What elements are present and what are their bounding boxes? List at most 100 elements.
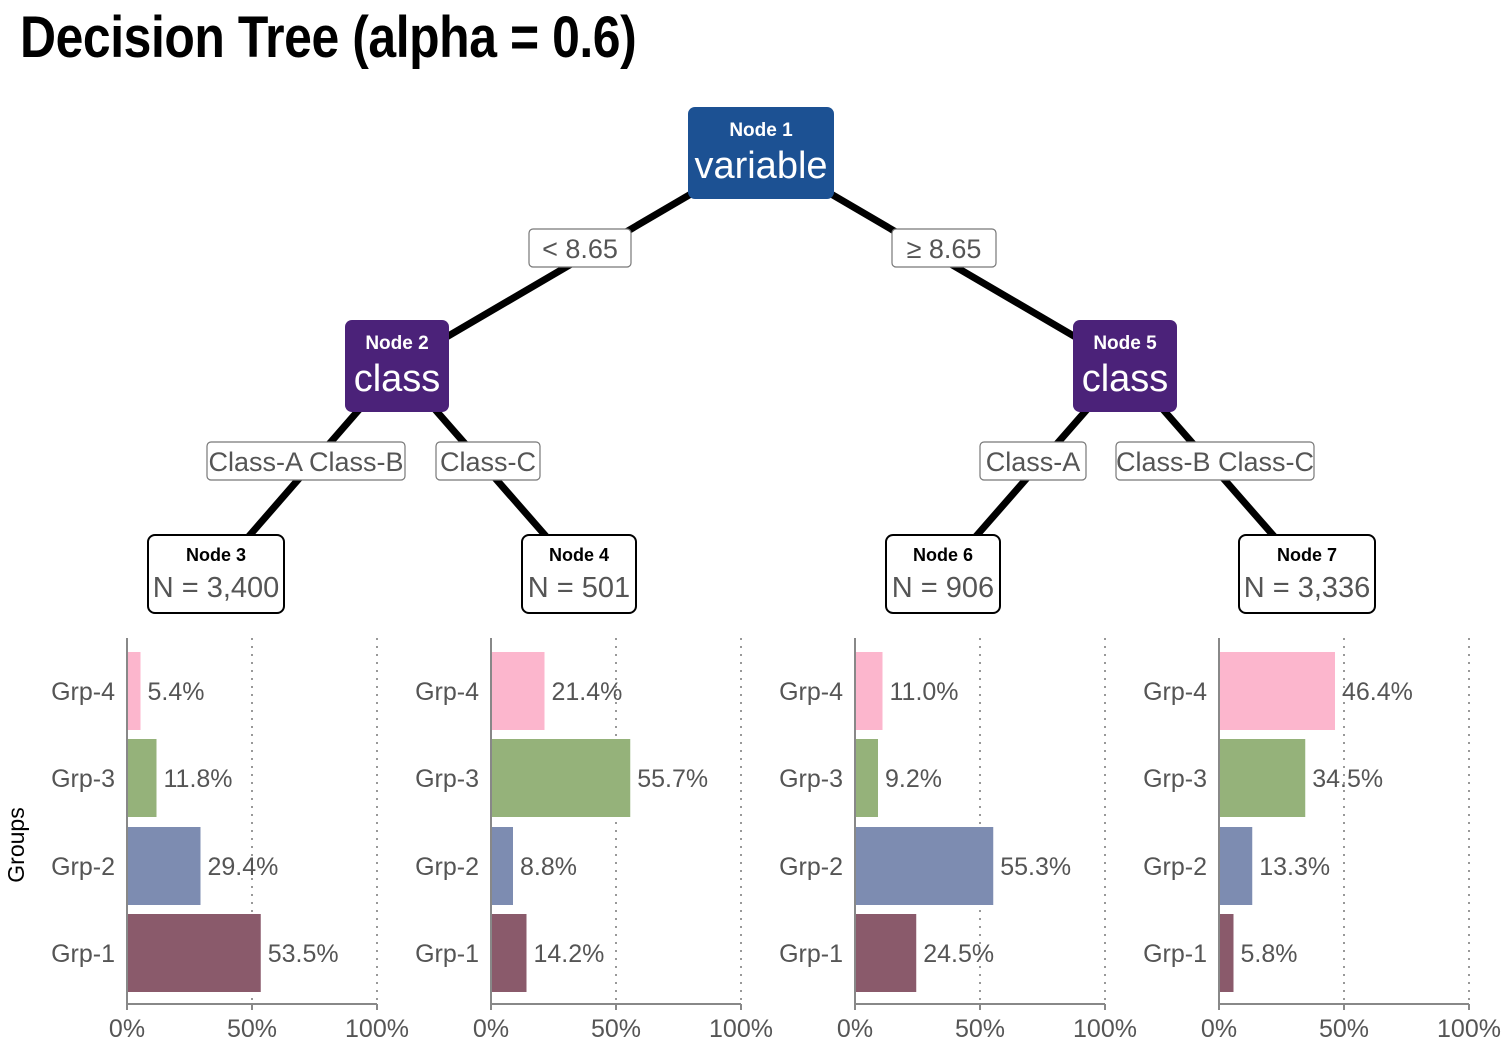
bar — [1219, 914, 1234, 992]
node-box — [1238, 534, 1376, 614]
tree-node-2: Node 2 class — [345, 320, 449, 412]
data-label: 24.5% — [923, 940, 994, 968]
bar — [1219, 739, 1306, 817]
x-tick-label: 100% — [345, 1015, 409, 1043]
node-count: N = 3,400 — [153, 572, 280, 604]
category-tick-label: Grp-4 — [779, 678, 843, 706]
data-label: 53.5% — [268, 940, 339, 968]
category-tick-label: Grp-4 — [51, 678, 115, 706]
x-tick-label: 0% — [837, 1015, 873, 1043]
tree-node-1: Node 1 variable — [688, 107, 834, 199]
x-tick-label: 0% — [473, 1015, 509, 1043]
bar — [855, 652, 883, 730]
bar — [491, 914, 527, 992]
node-count: N = 501 — [528, 572, 630, 604]
y-axis-title: Groups — [3, 807, 29, 882]
node-header: Node 3 — [186, 545, 246, 565]
x-tick-label: 100% — [1437, 1015, 1501, 1043]
edge-label-box — [891, 228, 997, 268]
data-label: 14.2% — [534, 940, 605, 968]
bar — [127, 827, 201, 905]
data-label: 11.0% — [890, 678, 959, 706]
category-tick-label: Grp-2 — [415, 853, 479, 881]
category-tick-label: Grp-3 — [415, 765, 479, 793]
bar — [1219, 827, 1253, 905]
edge-label: Class-C — [435, 441, 541, 481]
edge-label: Class-A — [979, 441, 1087, 481]
x-tick-label: 100% — [709, 1015, 773, 1043]
category-tick-label: Grp-1 — [415, 940, 479, 968]
node-header: Node 5 — [1093, 333, 1157, 354]
edge-label-box — [979, 441, 1087, 481]
x-tick-label: 0% — [109, 1015, 145, 1043]
tree-node-3: Node 3 N = 3,400 — [147, 534, 285, 614]
data-label: 9.2% — [885, 765, 942, 793]
category-tick-label: Grp-3 — [1143, 765, 1207, 793]
edge-label-text: Class-A — [986, 447, 1081, 477]
data-label: 11.8% — [164, 765, 233, 793]
bar — [491, 739, 631, 817]
edge-label-text: Class-C — [440, 447, 536, 477]
x-tick-label: 50% — [227, 1015, 277, 1043]
edge-label: Class-A Class-B — [206, 441, 406, 481]
edge-label-box — [435, 441, 541, 481]
category-tick-label: Grp-3 — [51, 765, 115, 793]
bar — [855, 739, 878, 817]
category-tick-label: Grp-1 — [779, 940, 843, 968]
data-label: 13.3% — [1259, 853, 1330, 881]
data-label: 46.4% — [1342, 678, 1413, 706]
x-tick-label: 50% — [591, 1015, 641, 1043]
node-count: N = 906 — [892, 572, 994, 604]
bar — [127, 739, 157, 817]
edge-label-text: Class-A Class-B — [208, 447, 403, 477]
category-tick-label: Grp-2 — [1143, 853, 1207, 881]
data-label: 55.3% — [1000, 853, 1071, 881]
bar — [491, 652, 545, 730]
category-tick-label: Grp-2 — [779, 853, 843, 881]
category-tick-label: Grp-3 — [779, 765, 843, 793]
node-header: Node 1 — [729, 120, 793, 141]
data-label: 5.8% — [1241, 940, 1298, 968]
edge-label: Class-B Class-C — [1115, 441, 1315, 481]
category-tick-label: Grp-1 — [51, 940, 115, 968]
node-variable: class — [354, 358, 441, 400]
bar-panel-node-6: 11.0% Grp-4 9.2% Grp-3 55.3% Grp-2 24.5% Grp-1 0… — [779, 638, 1137, 1043]
tree-node-5: Node 5 class — [1073, 320, 1177, 412]
edge-label-box — [1115, 441, 1315, 481]
bar — [127, 914, 261, 992]
edge-label-text: < 8.65 — [542, 234, 618, 264]
edge-label-text: ≥ 8.65 — [907, 234, 982, 264]
node-box — [1073, 320, 1177, 412]
edge-label-box — [528, 228, 632, 268]
data-label: 29.4% — [208, 853, 279, 881]
category-tick-label: Grp-1 — [1143, 940, 1207, 968]
edge-label: < 8.65 — [528, 228, 632, 268]
bar-panel-node-4: 21.4% Grp-4 55.7% Grp-3 8.8% Grp-2 14.2% Grp-1 0… — [415, 638, 773, 1043]
bar — [855, 914, 917, 992]
node-variable: variable — [694, 145, 827, 187]
bar — [1219, 652, 1335, 730]
node-box — [345, 320, 449, 412]
node-header: Node 2 — [365, 333, 428, 354]
category-tick-label: Grp-4 — [1143, 678, 1207, 706]
node-header: Node 6 — [913, 545, 973, 565]
bar-panel-node-3: 5.4% Grp-4 11.8% Grp-3 29.4% Grp-2 53.5% Grp-1 0… — [51, 638, 409, 1043]
node-header: Node 4 — [549, 545, 609, 565]
data-label: 34.5% — [1312, 765, 1383, 793]
bar — [127, 652, 141, 730]
edge-label-box — [206, 441, 406, 481]
edge-label-text: Class-B Class-C — [1116, 447, 1314, 477]
x-tick-label: 50% — [1319, 1015, 1369, 1043]
node-box — [147, 534, 285, 614]
x-tick-label: 100% — [1073, 1015, 1137, 1043]
data-label: 5.4% — [148, 678, 205, 706]
node-header: Node 7 — [1277, 545, 1337, 565]
x-tick-label: 50% — [955, 1015, 1005, 1043]
data-label: 55.7% — [637, 765, 708, 793]
tree-node-4: Node 4 N = 501 — [521, 534, 637, 614]
data-label: 8.8% — [520, 853, 577, 881]
tree-node-7: Node 7 N = 3,336 — [1238, 534, 1376, 614]
node-count: N = 3,336 — [1244, 572, 1371, 604]
tree-node-6: Node 6 N = 906 — [885, 534, 1001, 614]
